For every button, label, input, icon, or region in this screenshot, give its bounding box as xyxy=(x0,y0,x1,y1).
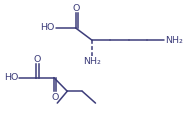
Text: HO: HO xyxy=(4,73,18,82)
Text: O: O xyxy=(73,4,80,13)
Text: HO: HO xyxy=(40,23,55,32)
Text: O: O xyxy=(34,55,41,64)
Text: NH₂: NH₂ xyxy=(165,36,183,45)
Text: NH₂: NH₂ xyxy=(84,57,101,66)
Text: O: O xyxy=(51,93,59,102)
